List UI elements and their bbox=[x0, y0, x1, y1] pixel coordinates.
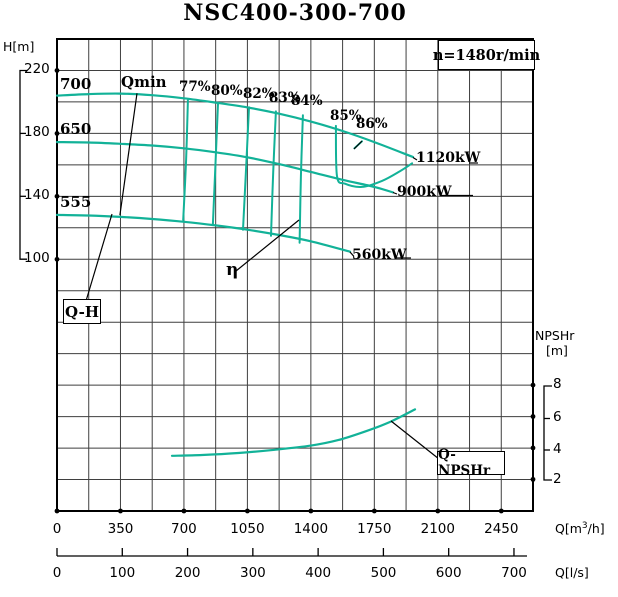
npshr-axis-name: NPSHr bbox=[535, 328, 575, 343]
impeller-label-555: 555 bbox=[60, 193, 92, 211]
head-axis-unit: H[m] bbox=[3, 39, 35, 54]
qnpshr-label: Q-NPSHr bbox=[438, 447, 491, 479]
chart-title: NSC400-300-700 bbox=[183, 0, 407, 26]
qls-tick-300: 300 bbox=[240, 565, 266, 581]
qm3h-tick-700: 700 bbox=[171, 521, 197, 537]
qm3h-unit-sup: 3 bbox=[581, 521, 588, 531]
speed-badge-label: n=1480r/min bbox=[432, 46, 541, 64]
qm3h-tick-1750: 1750 bbox=[357, 521, 392, 537]
efficiency-label-77: 77% bbox=[179, 79, 211, 95]
efficiency-label-84: 84% bbox=[291, 93, 323, 109]
qm3h-tick-1400: 1400 bbox=[293, 521, 329, 537]
efficiency-label-83: 83% bbox=[269, 90, 301, 106]
qh-label: Q-H bbox=[64, 302, 99, 321]
qls-tick-0: 0 bbox=[52, 565, 62, 581]
qls-tick-500: 500 bbox=[370, 565, 397, 581]
npshr-tick-6: 6 bbox=[553, 409, 562, 425]
eta-label: η bbox=[226, 260, 239, 280]
qls-tick-200: 200 bbox=[174, 565, 201, 581]
npshr-tick-8: 8 bbox=[553, 376, 562, 392]
qm3h-tick-0: 0 bbox=[52, 521, 62, 537]
efficiency-label-80: 80% bbox=[211, 83, 243, 99]
qm3h-unit-suffix: /h] bbox=[587, 521, 605, 537]
qm3h-tick-2100: 2100 bbox=[420, 521, 455, 537]
impeller-label-650: 650 bbox=[60, 120, 92, 138]
head-tick-100: 100 bbox=[24, 250, 50, 266]
power-label-900kw: 900kW bbox=[397, 184, 452, 200]
head-tick-220: 220 bbox=[24, 61, 50, 77]
power-label-1120kw: 1120kW bbox=[416, 150, 481, 166]
qm3h-tick-350: 350 bbox=[107, 521, 134, 537]
power-label-560kw: 560kW bbox=[352, 247, 407, 263]
qm3h-unit-prefix: Q[m bbox=[555, 521, 582, 537]
qm3h-axis-unit: Q[m3/h] bbox=[555, 522, 605, 536]
qh-label-box: Q-H bbox=[63, 299, 101, 324]
qls-tick-400: 400 bbox=[305, 565, 332, 581]
impeller-label-700: 700 bbox=[60, 75, 92, 93]
qls-tick-600: 600 bbox=[435, 565, 462, 581]
qmin-label: Qmin bbox=[121, 73, 167, 91]
head-tick-180: 180 bbox=[24, 124, 50, 140]
qls-axis-unit: Q[l/s] bbox=[555, 565, 589, 580]
efficiency-label-85: 85% bbox=[330, 108, 362, 124]
npshr-tick-4: 4 bbox=[553, 441, 562, 457]
qls-tick-700: 700 bbox=[501, 565, 527, 581]
speed-badge: n=1480r/min bbox=[433, 40, 540, 70]
head-tick-140: 140 bbox=[24, 187, 50, 203]
npshr-tick-2: 2 bbox=[553, 471, 562, 487]
qm3h-tick-2450: 2450 bbox=[484, 521, 519, 537]
qls-tick-100: 100 bbox=[109, 565, 136, 581]
qnpshr-label-box: Q-NPSHr bbox=[437, 447, 505, 479]
qm3h-tick-1050: 1050 bbox=[230, 521, 265, 537]
npshr-axis-unit: [m] bbox=[546, 343, 568, 358]
efficiency-label-82: 82% bbox=[243, 86, 275, 102]
efficiency-label-86: 86% bbox=[356, 116, 388, 132]
